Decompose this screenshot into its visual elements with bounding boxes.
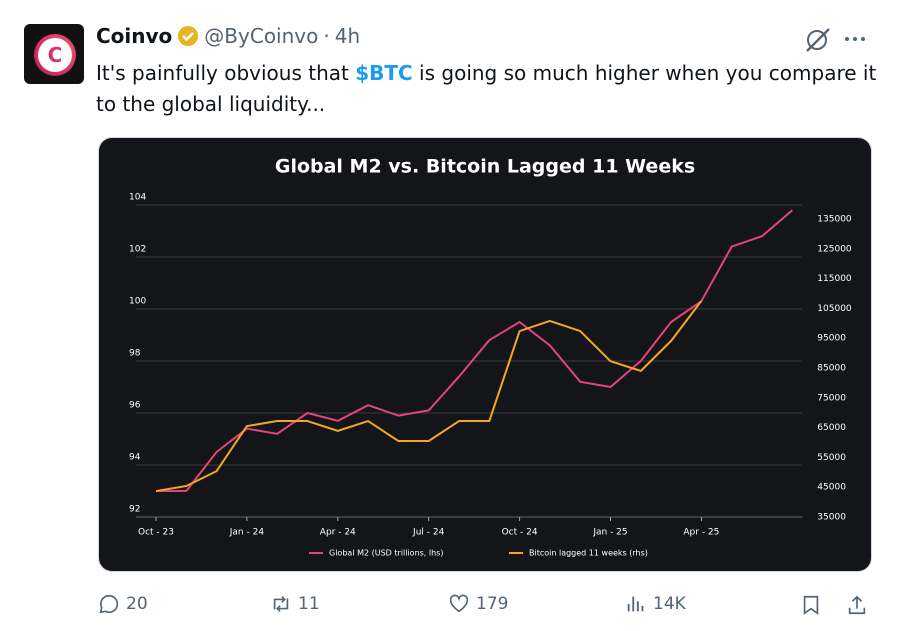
like-button[interactable]: 179 — [448, 593, 508, 615]
repost-count: 11 — [298, 594, 320, 614]
y2-tick-label: 135000 — [817, 215, 852, 225]
legend-label: Bitcoin lagged 11 weeks (rhs) — [529, 549, 648, 558]
y2-tick-label: 105000 — [817, 304, 852, 314]
y2-tick-label: 65000 — [817, 423, 846, 433]
verified-badge — [178, 26, 199, 46]
avatar[interactable]: C — [24, 24, 84, 84]
reply-button[interactable]: 20 — [98, 593, 148, 615]
y2-tick-label: 125000 — [817, 244, 852, 254]
author-name[interactable]: Coinvo — [96, 24, 173, 48]
separator: · — [323, 24, 330, 48]
timestamp[interactable]: 4h — [334, 24, 361, 48]
x-tick-label: Jan - 25 — [592, 528, 627, 538]
x-tick-label: Apr - 25 — [683, 528, 719, 538]
share-button[interactable] — [846, 594, 868, 616]
y-tick-label: 104 — [129, 193, 146, 203]
line-series — [156, 209, 793, 492]
views-button[interactable]: 14K — [625, 593, 686, 615]
chart-background — [99, 138, 871, 571]
y-tick-label: 92 — [129, 505, 140, 515]
y2-tick-label: 55000 — [817, 453, 846, 463]
chart[interactable]: Global M2 vs. Bitcoin Lagged 11 Weeks 92… — [98, 137, 872, 572]
y2-tick-label: 35000 — [817, 513, 846, 523]
cashtag[interactable]: $BTC — [355, 61, 413, 85]
repost-button[interactable]: 11 — [270, 593, 320, 615]
y2-tick-label: 115000 — [817, 274, 852, 284]
y-tick-label: 100 — [129, 297, 146, 307]
y-tick-label: 98 — [129, 349, 141, 359]
chart-title: Global M2 vs. Bitcoin Lagged 11 Weeks — [275, 156, 695, 178]
y2-tick-label: 45000 — [817, 483, 846, 493]
y-tick-label: 94 — [129, 453, 141, 463]
x-tick-label: Jul - 24 — [412, 528, 445, 538]
legend-label: Global M2 (USD trillions, lhs) — [329, 549, 443, 558]
y2-tick-label: 85000 — [817, 364, 846, 374]
x-tick-label: Oct - 23 — [138, 528, 174, 538]
y-tick-label: 96 — [129, 401, 141, 411]
like-count: 179 — [476, 594, 509, 614]
text: is going so much higher when you compare… — [96, 61, 877, 116]
view-count: 14K — [653, 594, 686, 614]
line-series — [155, 300, 703, 493]
reply-count: 20 — [126, 594, 148, 614]
tweet-text: It's painfully obvious that $BTC is goin… — [96, 58, 886, 120]
y-tick-label: 102 — [129, 245, 146, 255]
more-icon[interactable] — [843, 34, 867, 44]
text: It's painfully obvious that — [96, 61, 356, 85]
y2-tick-label: 95000 — [817, 334, 846, 344]
x-tick-label: Apr - 24 — [320, 528, 356, 538]
x-tick-label: Oct - 24 — [502, 528, 538, 538]
bookmark-button[interactable] — [800, 594, 822, 616]
handle[interactable]: @ByCoinvo — [204, 24, 319, 48]
grok-icon[interactable] — [803, 27, 833, 53]
avatar-letter: C — [38, 38, 72, 72]
y2-tick-label: 75000 — [817, 393, 846, 403]
x-tick-label: Jan - 24 — [229, 528, 265, 538]
